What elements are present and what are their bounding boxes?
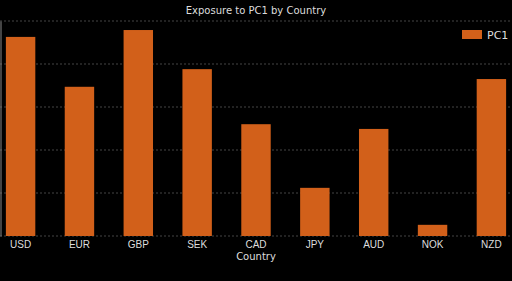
x-tick: JPY — [306, 236, 325, 250]
y-axis — [0, 22, 2, 237]
x-tick-label: NOK — [422, 239, 444, 250]
grid — [0, 21, 512, 236]
x-tick-label: GBP — [128, 239, 149, 250]
x-tick: NZD — [481, 236, 502, 250]
plot-area — [6, 30, 506, 236]
bar — [418, 225, 447, 236]
bar — [182, 69, 211, 236]
x-tick: SEK — [187, 236, 207, 250]
x-tick: CAD — [245, 236, 266, 250]
grid-line — [0, 64, 512, 65]
bar — [65, 87, 94, 236]
title: Exposure to PC1 by Country — [186, 5, 326, 16]
x-tick: AUD — [363, 236, 384, 250]
bar — [359, 129, 388, 236]
x-tick: USD — [10, 236, 31, 250]
bar — [477, 79, 506, 236]
bar — [124, 30, 153, 236]
x-tick-label: SEK — [187, 239, 207, 250]
x-axis-title: Country — [236, 251, 276, 262]
x-tick-label: JPY — [306, 239, 325, 250]
x-tick-label: USD — [10, 239, 31, 250]
x-tick-label: NZD — [481, 239, 502, 250]
legend: PC1 — [462, 29, 508, 42]
x-tick-label: AUD — [363, 239, 384, 250]
x-axis-line — [1, 236, 512, 237]
x-tick-label: CAD — [245, 239, 266, 250]
x-tick: NOK — [422, 236, 444, 250]
x-tick: GBP — [128, 236, 149, 250]
bar — [6, 37, 35, 236]
legend-swatch — [462, 30, 482, 39]
legend-label: PC1 — [487, 29, 508, 42]
bar — [241, 124, 270, 236]
y-axis-line — [1, 22, 2, 237]
bar — [300, 188, 329, 236]
chart: USD EUR GBP SEK CAD JPY AUD NOK NZD Country Exposu… — [0, 0, 512, 281]
grid-line — [0, 21, 512, 22]
x-tick: EUR — [69, 236, 90, 250]
x-axis: USD EUR GBP SEK CAD JPY AUD NOK NZD — [1, 236, 512, 250]
x-tick-label: EUR — [69, 239, 90, 250]
